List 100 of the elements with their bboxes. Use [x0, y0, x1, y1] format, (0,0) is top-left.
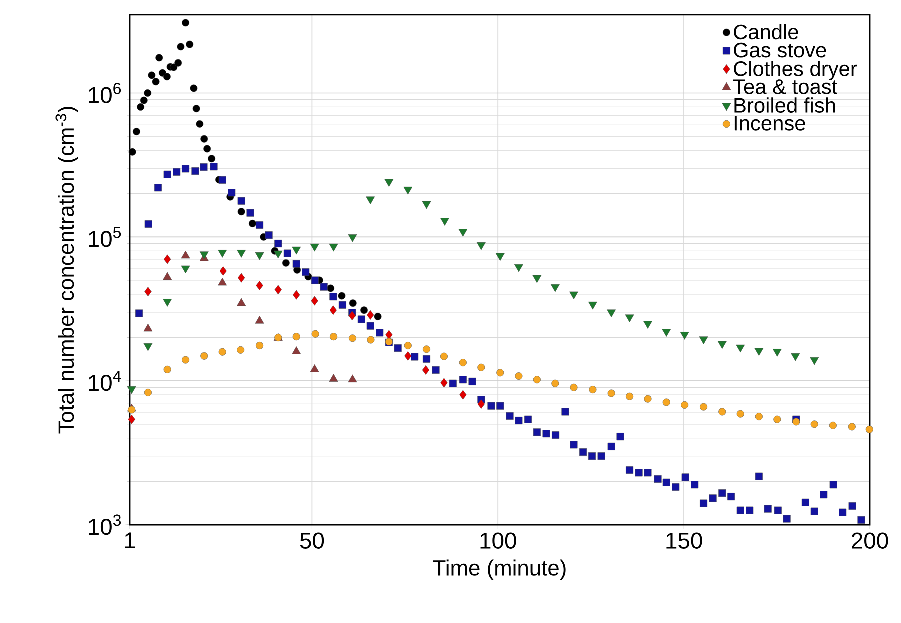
x-tick-label: 100 — [480, 532, 516, 549]
point — [404, 342, 412, 350]
point — [177, 43, 185, 51]
point — [755, 413, 763, 421]
point — [423, 346, 430, 354]
point — [552, 380, 560, 388]
point — [570, 292, 578, 300]
point — [496, 253, 505, 262]
y-axis-title: Total number concentration (cm$^{-3}$) — [56, 107, 78, 434]
x-tick-label: 150 — [666, 532, 702, 549]
point — [164, 366, 172, 374]
point — [772, 349, 782, 357]
point — [662, 398, 670, 406]
point — [792, 418, 800, 426]
point — [310, 244, 320, 252]
point — [152, 78, 160, 86]
point — [458, 229, 468, 237]
point — [237, 346, 245, 354]
point — [329, 244, 338, 252]
point — [848, 423, 856, 431]
point — [330, 306, 337, 316]
point — [256, 342, 264, 350]
point — [367, 336, 375, 344]
point — [644, 395, 652, 403]
point — [144, 90, 152, 98]
point — [422, 365, 430, 375]
x-tick-label: 50 — [300, 532, 324, 549]
point — [238, 208, 246, 216]
point — [348, 311, 356, 321]
point — [137, 103, 145, 111]
point — [274, 285, 282, 295]
point — [681, 401, 689, 409]
point — [459, 359, 467, 367]
point — [514, 264, 524, 272]
point — [255, 316, 264, 324]
point — [140, 96, 148, 104]
point — [127, 386, 136, 394]
point — [338, 292, 346, 300]
point — [550, 284, 560, 292]
point — [374, 313, 382, 320]
point — [311, 296, 318, 306]
point — [132, 128, 140, 136]
point — [349, 334, 356, 342]
point — [607, 310, 616, 318]
point — [312, 330, 320, 338]
point — [282, 259, 290, 267]
point — [256, 280, 264, 290]
point — [754, 348, 764, 356]
point — [144, 388, 152, 396]
point — [218, 348, 226, 356]
point — [174, 59, 182, 67]
point — [292, 333, 300, 341]
point — [700, 403, 708, 411]
point — [440, 218, 450, 226]
point — [422, 201, 432, 210]
point — [238, 273, 246, 283]
point — [163, 299, 172, 307]
point — [386, 330, 393, 340]
point — [274, 250, 283, 259]
legend-label: Candle — [734, 24, 798, 40]
point — [440, 352, 448, 360]
y-tick-label: 10$^{6}$ — [89, 83, 122, 104]
y-tick-label: 10$^{5}$ — [89, 227, 122, 248]
point — [128, 406, 136, 414]
point — [736, 410, 744, 418]
point — [190, 84, 198, 92]
point — [163, 272, 172, 280]
point — [329, 374, 338, 382]
legend-label: Clothes dryer — [734, 61, 858, 81]
point — [128, 414, 136, 424]
point — [515, 372, 523, 380]
point — [478, 364, 486, 372]
point — [128, 148, 136, 156]
point — [791, 354, 800, 362]
point — [360, 306, 368, 314]
point — [182, 19, 190, 27]
point — [404, 351, 412, 361]
point — [440, 378, 448, 388]
point — [589, 386, 597, 394]
point — [182, 356, 190, 364]
x-axis-title: Time (minute) — [433, 560, 566, 580]
point — [292, 346, 302, 354]
point — [644, 321, 652, 329]
point — [608, 390, 616, 398]
point — [588, 302, 598, 310]
point — [327, 284, 335, 292]
point — [718, 408, 726, 416]
point — [662, 329, 672, 337]
point — [292, 246, 302, 255]
point — [164, 254, 172, 264]
point — [736, 344, 746, 353]
point — [181, 266, 190, 274]
point — [349, 300, 357, 308]
point — [310, 364, 320, 372]
point — [196, 120, 204, 128]
point — [366, 196, 376, 205]
point — [774, 416, 782, 424]
point — [204, 145, 212, 153]
point — [148, 72, 156, 80]
y-tick-label: 10$^{3}$ — [89, 514, 122, 536]
